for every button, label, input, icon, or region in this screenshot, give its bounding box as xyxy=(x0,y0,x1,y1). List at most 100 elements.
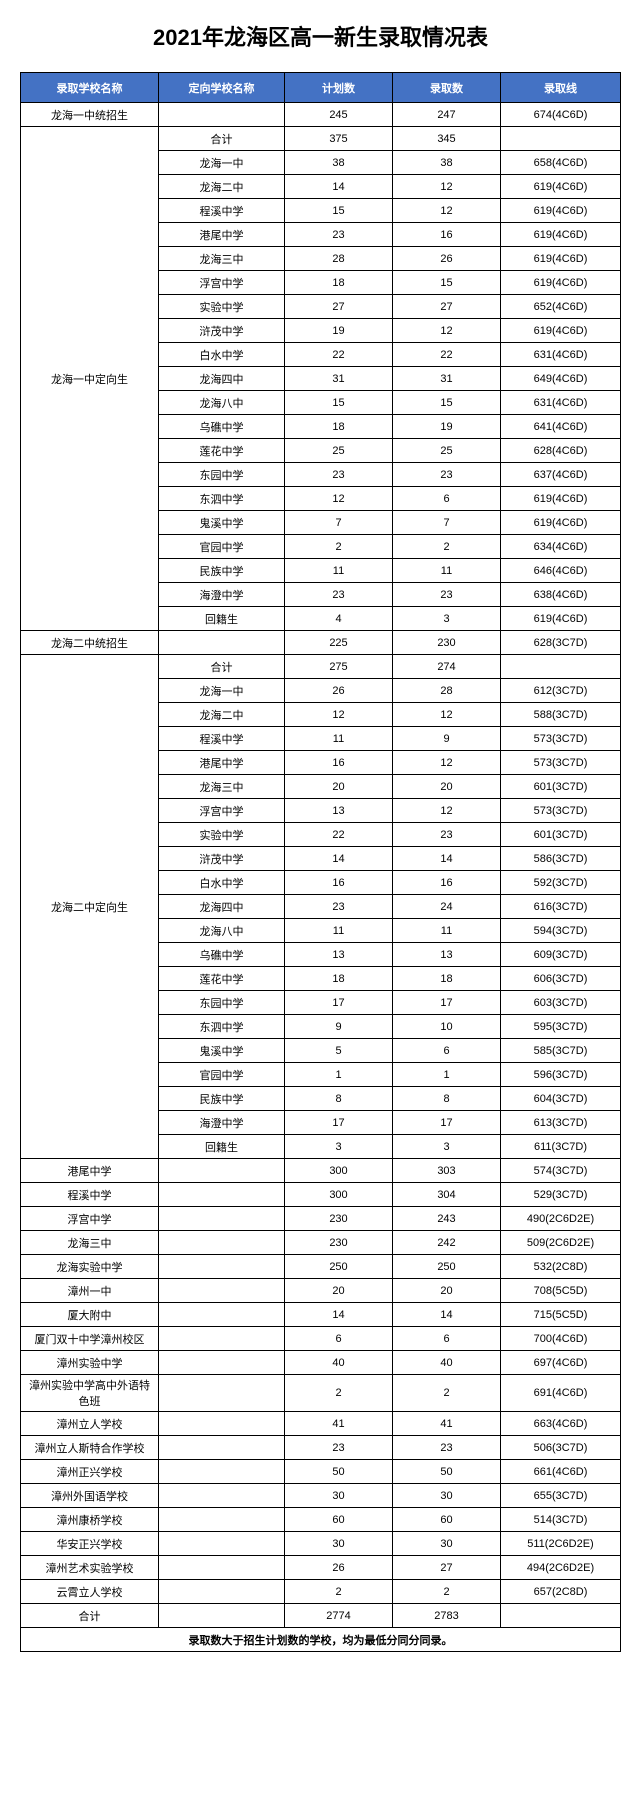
data-cell: 15 xyxy=(393,271,501,295)
admission-table: 录取学校名称 定向学校名称 计划数 录取数 录取线 龙海一中统招生2452476… xyxy=(20,72,621,1652)
data-cell: 616(3C7D) xyxy=(501,895,621,919)
data-cell: 245 xyxy=(285,103,393,127)
data-cell: 628(4C6D) xyxy=(501,439,621,463)
data-cell: 23 xyxy=(285,1436,393,1460)
data-cell: 14 xyxy=(393,1303,501,1327)
data-cell: 龙海二中 xyxy=(159,703,285,727)
data-cell: 2 xyxy=(393,535,501,559)
data-cell: 601(3C7D) xyxy=(501,775,621,799)
data-cell: 631(4C6D) xyxy=(501,391,621,415)
table-row: 漳州康桥学校6060514(3C7D) xyxy=(21,1508,621,1532)
data-cell: 2774 xyxy=(285,1604,393,1628)
data-cell: 12 xyxy=(285,703,393,727)
data-cell: 7 xyxy=(285,511,393,535)
data-cell: 4 xyxy=(285,607,393,631)
data-cell: 合计 xyxy=(159,127,285,151)
data-cell: 14 xyxy=(285,175,393,199)
data-cell: 573(3C7D) xyxy=(501,751,621,775)
data-cell: 27 xyxy=(393,295,501,319)
data-cell: 573(3C7D) xyxy=(501,727,621,751)
data-cell: 14 xyxy=(285,847,393,871)
school-name-cell: 漳州艺术实验学校 xyxy=(21,1556,159,1580)
data-cell: 631(4C6D) xyxy=(501,343,621,367)
col-header: 计划数 xyxy=(285,73,393,103)
data-cell: 700(4C6D) xyxy=(501,1327,621,1351)
data-cell xyxy=(501,1604,621,1628)
data-cell: 东园中学 xyxy=(159,991,285,1015)
data-cell: 22 xyxy=(285,823,393,847)
data-cell: 619(4C6D) xyxy=(501,607,621,631)
data-cell: 合计 xyxy=(159,655,285,679)
data-cell: 16 xyxy=(393,223,501,247)
data-cell: 14 xyxy=(393,847,501,871)
data-cell: 11 xyxy=(393,919,501,943)
data-cell: 8 xyxy=(285,1087,393,1111)
data-cell: 23 xyxy=(285,463,393,487)
data-cell: 532(2C8D) xyxy=(501,1255,621,1279)
data-cell: 638(4C6D) xyxy=(501,583,621,607)
table-row: 漳州正兴学校5050661(4C6D) xyxy=(21,1460,621,1484)
data-cell: 6 xyxy=(393,487,501,511)
data-cell: 619(4C6D) xyxy=(501,271,621,295)
school-name-cell: 漳州立人学校 xyxy=(21,1412,159,1436)
data-cell: 303 xyxy=(393,1159,501,1183)
table-row: 龙海一中统招生245247674(4C6D) xyxy=(21,103,621,127)
data-cell: 230 xyxy=(393,631,501,655)
data-cell: 3 xyxy=(393,1135,501,1159)
table-row: 龙海一中定向生合计375345 xyxy=(21,127,621,151)
data-cell: 龙海一中 xyxy=(159,151,285,175)
data-cell: 619(4C6D) xyxy=(501,487,621,511)
data-cell xyxy=(159,1532,285,1556)
data-cell: 鬼溪中学 xyxy=(159,511,285,535)
data-cell: 17 xyxy=(393,1111,501,1135)
data-cell xyxy=(159,1460,285,1484)
data-cell: 604(3C7D) xyxy=(501,1087,621,1111)
data-cell: 646(4C6D) xyxy=(501,559,621,583)
data-cell: 乌礁中学 xyxy=(159,415,285,439)
data-cell: 594(3C7D) xyxy=(501,919,621,943)
data-cell: 609(3C7D) xyxy=(501,943,621,967)
table-row: 漳州艺术实验学校2627494(2C6D2E) xyxy=(21,1556,621,1580)
school-name-cell: 漳州一中 xyxy=(21,1279,159,1303)
data-cell: 12 xyxy=(393,175,501,199)
data-cell: 649(4C6D) xyxy=(501,367,621,391)
data-cell: 641(4C6D) xyxy=(501,415,621,439)
data-cell: 22 xyxy=(285,343,393,367)
data-cell: 304 xyxy=(393,1183,501,1207)
data-cell: 23 xyxy=(393,463,501,487)
data-cell: 16 xyxy=(285,751,393,775)
data-cell: 574(3C7D) xyxy=(501,1159,621,1183)
data-cell: 6 xyxy=(393,1327,501,1351)
data-cell: 11 xyxy=(285,727,393,751)
data-cell: 17 xyxy=(285,1111,393,1135)
data-cell: 250 xyxy=(393,1255,501,1279)
data-cell: 494(2C6D2E) xyxy=(501,1556,621,1580)
data-cell: 506(3C7D) xyxy=(501,1436,621,1460)
data-cell: 11 xyxy=(393,559,501,583)
data-cell: 697(4C6D) xyxy=(501,1351,621,1375)
data-cell: 60 xyxy=(393,1508,501,1532)
table-row: 龙海二中定向生合计275274 xyxy=(21,655,621,679)
school-name-cell: 龙海三中 xyxy=(21,1231,159,1255)
table-row: 漳州立人斯特合作学校2323506(3C7D) xyxy=(21,1436,621,1460)
data-cell: 27 xyxy=(285,295,393,319)
data-cell: 港尾中学 xyxy=(159,751,285,775)
data-cell: 浮宫中学 xyxy=(159,271,285,295)
data-cell: 12 xyxy=(393,751,501,775)
data-cell xyxy=(159,1255,285,1279)
data-cell: 白水中学 xyxy=(159,343,285,367)
data-cell: 345 xyxy=(393,127,501,151)
school-name-cell: 龙海二中定向生 xyxy=(21,655,159,1159)
data-cell xyxy=(159,1279,285,1303)
data-cell xyxy=(159,1207,285,1231)
data-cell: 东泗中学 xyxy=(159,487,285,511)
data-cell: 655(3C7D) xyxy=(501,1484,621,1508)
data-cell: 26 xyxy=(285,1556,393,1580)
col-header: 录取学校名称 xyxy=(21,73,159,103)
data-cell xyxy=(159,1436,285,1460)
data-cell: 601(3C7D) xyxy=(501,823,621,847)
data-cell: 13 xyxy=(393,943,501,967)
data-cell: 13 xyxy=(285,799,393,823)
table-row: 华安正兴学校3030511(2C6D2E) xyxy=(21,1532,621,1556)
data-cell: 官园中学 xyxy=(159,535,285,559)
